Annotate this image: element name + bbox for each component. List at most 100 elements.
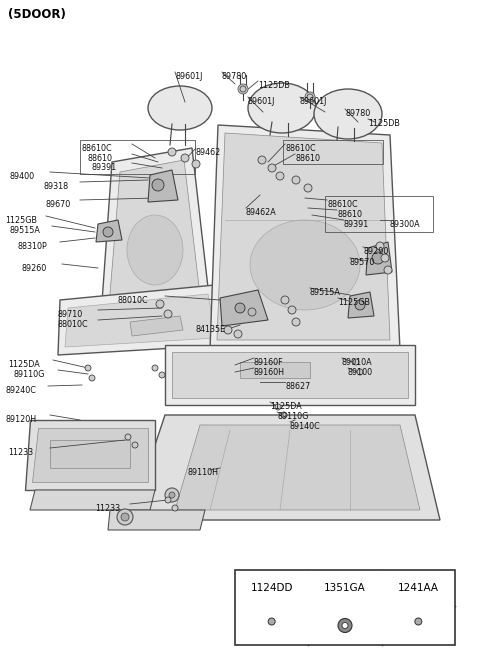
- Circle shape: [357, 369, 363, 375]
- Circle shape: [305, 92, 315, 102]
- Polygon shape: [130, 415, 440, 520]
- Text: 89780: 89780: [222, 72, 247, 81]
- Bar: [50, 440, 130, 468]
- Circle shape: [258, 156, 266, 164]
- Circle shape: [304, 184, 312, 192]
- Text: 89110H: 89110H: [187, 468, 218, 477]
- Circle shape: [281, 412, 287, 418]
- Circle shape: [121, 513, 129, 521]
- Circle shape: [338, 619, 352, 633]
- Text: 1125DB: 1125DB: [368, 119, 400, 128]
- Circle shape: [132, 442, 138, 448]
- Circle shape: [156, 300, 164, 308]
- Text: 1125DA: 1125DA: [270, 402, 302, 411]
- Bar: [80, 140, 195, 174]
- Circle shape: [292, 318, 300, 326]
- Circle shape: [235, 303, 245, 313]
- Text: 89400: 89400: [10, 172, 35, 181]
- Circle shape: [415, 618, 422, 625]
- Polygon shape: [366, 242, 392, 275]
- Circle shape: [381, 254, 389, 262]
- Polygon shape: [32, 428, 148, 482]
- Text: 89670: 89670: [46, 200, 71, 209]
- Circle shape: [152, 179, 164, 191]
- Text: 88610C: 88610C: [285, 144, 316, 153]
- Text: 1125DB: 1125DB: [258, 81, 290, 90]
- Polygon shape: [148, 170, 178, 202]
- Text: 89601J: 89601J: [248, 97, 276, 106]
- Circle shape: [355, 300, 365, 310]
- Bar: [325, 196, 433, 232]
- Circle shape: [292, 176, 300, 184]
- Text: 89515A: 89515A: [310, 288, 341, 297]
- Polygon shape: [30, 490, 155, 510]
- Text: 88610: 88610: [295, 154, 320, 163]
- Text: 89391: 89391: [344, 220, 369, 229]
- Text: 89160F: 89160F: [254, 358, 284, 367]
- Text: 11233: 11233: [95, 504, 120, 513]
- Text: 89780: 89780: [345, 109, 370, 118]
- Text: 89010A: 89010A: [342, 358, 372, 367]
- Circle shape: [353, 359, 359, 365]
- Text: 89391: 89391: [91, 163, 116, 172]
- Circle shape: [181, 154, 189, 162]
- Polygon shape: [108, 510, 205, 530]
- Text: (5DOOR): (5DOOR): [8, 8, 66, 21]
- Circle shape: [125, 434, 131, 440]
- Ellipse shape: [248, 83, 316, 133]
- Circle shape: [117, 509, 133, 525]
- Text: 1351GA: 1351GA: [324, 583, 366, 593]
- Polygon shape: [348, 292, 374, 318]
- Text: 88627: 88627: [285, 382, 310, 391]
- Text: 1125DA: 1125DA: [8, 360, 40, 369]
- Circle shape: [288, 306, 296, 314]
- Text: 88010C: 88010C: [118, 296, 149, 305]
- Text: 89240C: 89240C: [5, 386, 36, 395]
- Text: 88610: 88610: [88, 154, 113, 163]
- Text: 84135E: 84135E: [195, 325, 225, 334]
- Text: 89462: 89462: [196, 148, 221, 157]
- Circle shape: [372, 252, 384, 264]
- Polygon shape: [217, 133, 390, 340]
- Circle shape: [384, 266, 392, 274]
- Text: 89290: 89290: [363, 247, 388, 256]
- Circle shape: [275, 404, 281, 410]
- Circle shape: [164, 310, 172, 318]
- Circle shape: [234, 330, 242, 338]
- Text: 89300A: 89300A: [390, 220, 420, 229]
- Polygon shape: [25, 420, 155, 490]
- Polygon shape: [175, 425, 420, 510]
- Text: 89110G: 89110G: [14, 370, 46, 379]
- Circle shape: [169, 492, 175, 498]
- Text: 89260: 89260: [22, 264, 47, 273]
- Circle shape: [281, 296, 289, 304]
- Text: 89140C: 89140C: [290, 422, 321, 431]
- Polygon shape: [58, 285, 225, 355]
- Text: 89601J: 89601J: [300, 97, 327, 106]
- Circle shape: [376, 242, 384, 250]
- Text: 1125GB: 1125GB: [338, 298, 370, 307]
- Text: 89462A: 89462A: [246, 208, 277, 217]
- Circle shape: [159, 372, 165, 378]
- Text: 89120H: 89120H: [5, 415, 36, 424]
- Circle shape: [268, 618, 275, 625]
- Circle shape: [240, 86, 246, 92]
- Text: 1124DD: 1124DD: [251, 583, 293, 593]
- Polygon shape: [130, 316, 183, 336]
- Circle shape: [238, 84, 248, 94]
- Polygon shape: [210, 125, 400, 350]
- Circle shape: [89, 375, 95, 381]
- Text: 89160H: 89160H: [254, 368, 285, 377]
- Text: 88610C: 88610C: [82, 144, 113, 153]
- Text: 89110G: 89110G: [277, 412, 308, 421]
- Text: 88610: 88610: [337, 210, 362, 219]
- Polygon shape: [96, 220, 122, 242]
- Circle shape: [248, 308, 256, 316]
- Bar: [283, 140, 383, 164]
- Ellipse shape: [314, 89, 382, 139]
- Text: 88610C: 88610C: [327, 200, 358, 209]
- Text: 89100: 89100: [348, 368, 373, 377]
- Circle shape: [276, 172, 284, 180]
- Text: 11233: 11233: [8, 448, 33, 457]
- Bar: [235, 570, 455, 645]
